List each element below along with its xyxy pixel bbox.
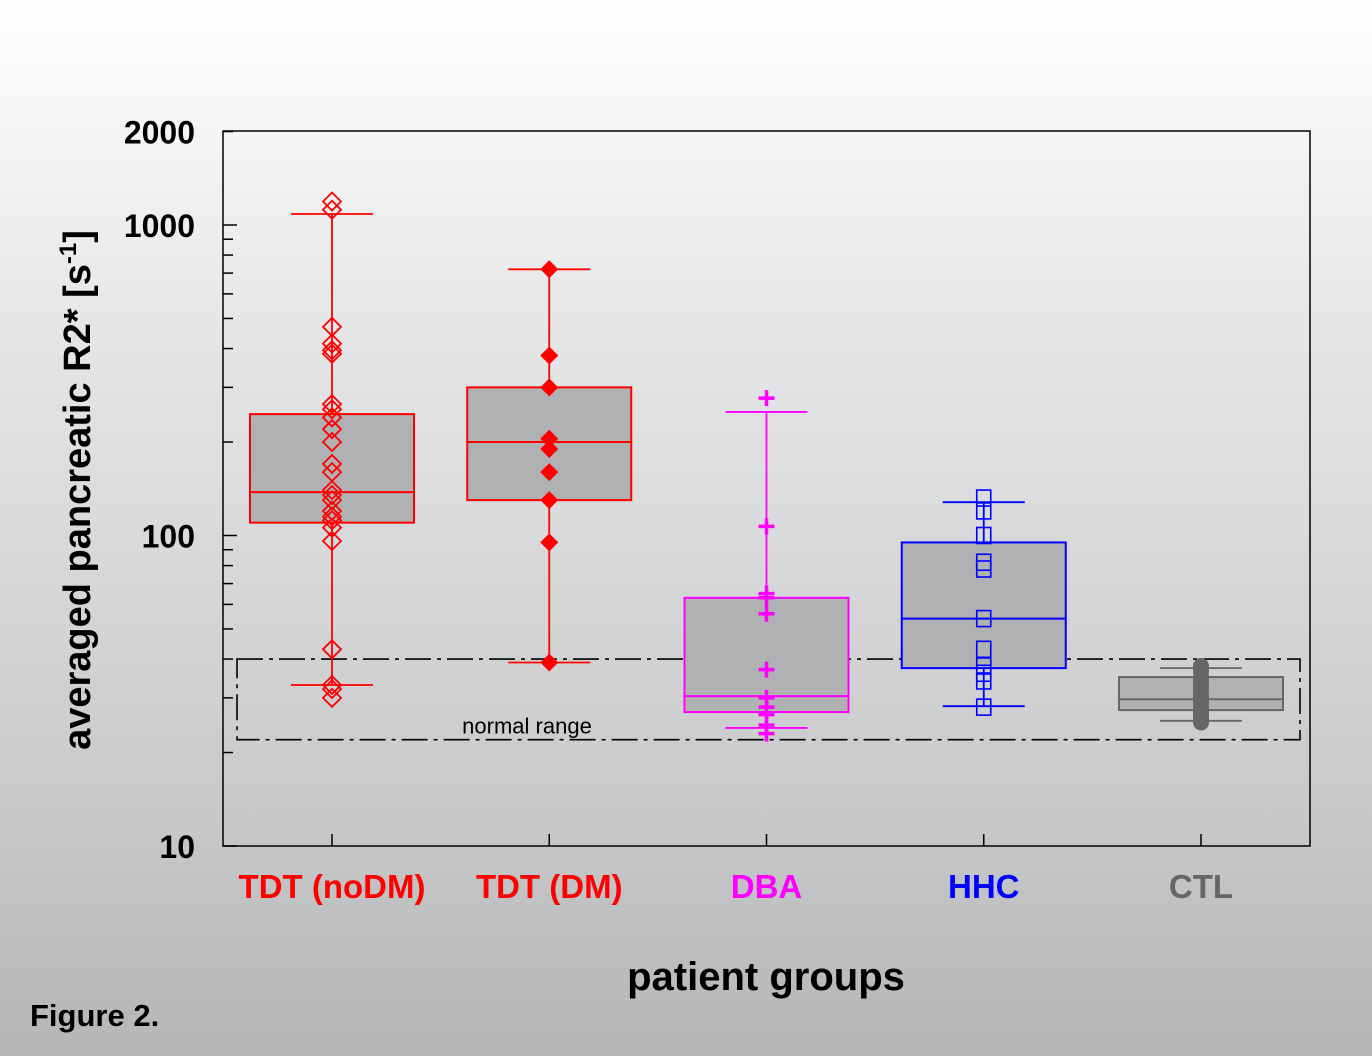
data-point-diamond [321, 687, 343, 709]
data-point-diamond [321, 674, 343, 696]
data-point-diamond [540, 429, 559, 448]
box-group-tdt-dm-: TDT (DM) [466, 260, 633, 905]
data-point-diamond [540, 533, 559, 552]
normal-range-box [236, 658, 1301, 741]
data-point-plus [758, 661, 775, 678]
y-tick-label: 2000 [124, 115, 195, 151]
x-axis-label: patient groups [627, 955, 905, 999]
box-group-dba: DBA [683, 390, 850, 905]
data-point-diamond [321, 393, 343, 415]
data-point-plus [758, 725, 775, 742]
data-point-square [975, 526, 992, 545]
box-iqr [900, 541, 1067, 670]
x-tick-label: DBA [731, 868, 803, 905]
box-iqr [249, 413, 415, 524]
box-group-ctl: CTL [1118, 657, 1284, 905]
data-point-diamond [321, 418, 343, 440]
normal-range-label: normal range [462, 714, 592, 739]
y-tick-label: 100 [142, 519, 195, 555]
data-point-square [975, 502, 992, 520]
data-point-diamond [321, 333, 343, 354]
box-group-tdt-nodm-: TDT (noDM) [239, 191, 426, 905]
x-tick-label: TDT (DM) [476, 868, 623, 905]
data-point-diamond [321, 431, 343, 453]
data-point-square [975, 698, 992, 716]
y-axis-label: averaged pancreatic R2* [s-1] [55, 230, 99, 750]
data-point-circle [1193, 714, 1209, 731]
data-point-plus [758, 589, 775, 606]
data-point-diamond [321, 453, 343, 475]
x-tick-label: CTL [1169, 868, 1233, 905]
data-point-square [975, 560, 992, 578]
data-point-diamond [321, 489, 343, 511]
data-point-diamond [321, 530, 343, 552]
data-point-diamond [540, 439, 559, 458]
data-point-plus [758, 518, 775, 535]
data-point-square [975, 489, 992, 507]
data-point-diamond [321, 191, 343, 212]
data-point-diamond [540, 378, 559, 397]
data-point-square [975, 609, 992, 628]
data-point-square [975, 672, 992, 690]
data-point-diamond [321, 339, 343, 361]
x-tick-label: TDT (noDM) [239, 868, 426, 905]
data-point-plus [758, 605, 775, 622]
data-point-diamond [321, 199, 343, 220]
data-point-diamond [321, 398, 343, 420]
data-point-plus [758, 390, 775, 407]
data-point-diamond [321, 407, 343, 428]
y-tick-label: 10 [159, 829, 195, 865]
data-point-diamond [540, 260, 559, 279]
data-point-diamond [321, 639, 343, 660]
data-point-diamond [321, 343, 343, 364]
box-group-hhc: HHC [900, 489, 1067, 905]
data-point-diamond [321, 506, 343, 527]
data-point-diamond [321, 509, 343, 531]
y-tick-label: 1000 [124, 208, 195, 244]
data-point-diamond [321, 484, 343, 506]
figure-label: Figure 2. [30, 998, 160, 1033]
x-tick-label: HHC [948, 868, 1020, 905]
data-point-diamond [540, 653, 559, 672]
data-point-diamond [540, 346, 559, 365]
data-point-diamond [321, 479, 343, 501]
data-point-diamond [540, 491, 559, 510]
data-point-diamond [321, 678, 343, 700]
data-point-diamond [321, 517, 343, 538]
data-point-diamond [540, 463, 559, 482]
